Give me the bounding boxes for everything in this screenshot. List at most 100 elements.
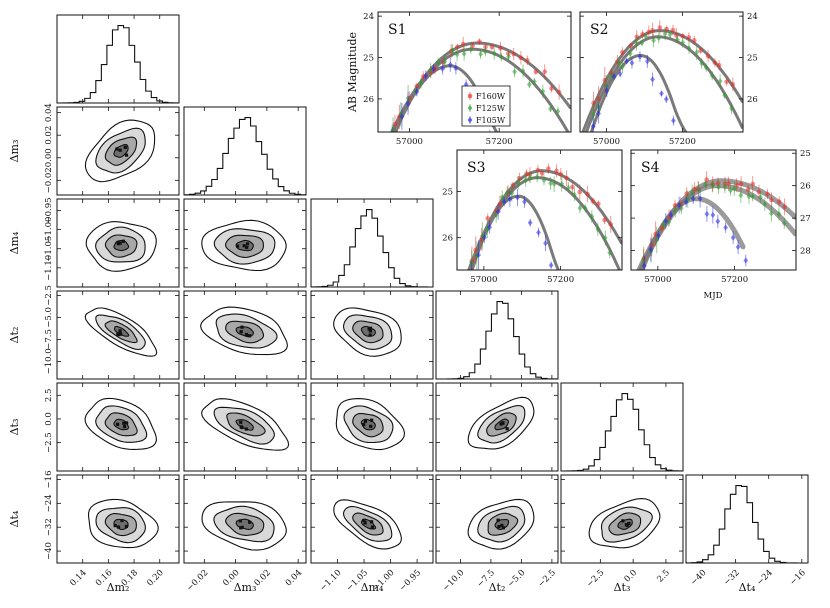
data-point-F105W bbox=[735, 244, 741, 251]
y-tick-label: 25 bbox=[800, 149, 811, 159]
data-point-F125W bbox=[729, 105, 734, 112]
panel-frame bbox=[56, 106, 180, 196]
data-point-F125W bbox=[666, 218, 672, 225]
y-tick-label: 24 bbox=[747, 12, 758, 22]
data-point-F105W bbox=[543, 240, 548, 247]
data-point-F105W bbox=[511, 162, 516, 168]
panel-content bbox=[588, 498, 661, 549]
data-point-F105W bbox=[663, 96, 669, 103]
data-point-F125W bbox=[551, 181, 557, 188]
data-point-F125W bbox=[491, 50, 497, 57]
data-point-F105W bbox=[390, 136, 395, 142]
panel-frame bbox=[56, 198, 180, 288]
y-axis-label: Δt₂ bbox=[8, 327, 21, 344]
corner-panel-dm3-dt2 bbox=[183, 290, 307, 380]
panel-frame bbox=[560, 474, 684, 564]
data-point-F125W bbox=[478, 51, 484, 58]
data-point-F125W bbox=[531, 78, 537, 85]
data-point-F125W bbox=[548, 105, 553, 112]
density-peak-marker bbox=[239, 330, 243, 334]
density-peak-marker bbox=[496, 518, 500, 522]
data-point-F105W bbox=[670, 117, 676, 124]
y-axis-label: Δt₄ bbox=[8, 510, 21, 527]
data-point-F125W bbox=[499, 194, 505, 201]
x-tick-label: −40 bbox=[689, 568, 709, 588]
data-point-F160W bbox=[585, 191, 590, 197]
x-tick-label: −0.95 bbox=[398, 568, 424, 594]
data-point-F125W bbox=[750, 193, 756, 200]
density-peak-marker bbox=[119, 332, 123, 336]
y-tick-label: −5.0 bbox=[44, 307, 54, 328]
lightcurve-panel-S3: S3 57000 57200 25 26 bbox=[442, 149, 623, 285]
legend-marker-F105W bbox=[467, 117, 473, 123]
x-tick-label: 2.5 bbox=[655, 568, 672, 585]
panel-content bbox=[686, 485, 808, 563]
data-point-F160W bbox=[738, 181, 744, 187]
panel-content bbox=[184, 117, 306, 195]
data-point-F160W bbox=[591, 100, 596, 106]
y-tick-label: 26 bbox=[442, 234, 453, 244]
data-point-F105W bbox=[704, 211, 710, 218]
data-point-F105W bbox=[414, 88, 420, 95]
density-peak-marker bbox=[370, 418, 374, 422]
data-point-F125W bbox=[461, 50, 467, 57]
x-tick-label: 57200 bbox=[669, 137, 696, 147]
data-point-F160W bbox=[750, 181, 756, 187]
density-peak-marker bbox=[362, 422, 366, 427]
data-point-F105W bbox=[648, 246, 654, 253]
y-tick-label: −40 bbox=[44, 542, 54, 560]
density-peak-marker bbox=[369, 520, 374, 524]
y-tick-label: 26 bbox=[747, 95, 758, 105]
panel-frame bbox=[56, 14, 180, 104]
data-point-F125W bbox=[526, 81, 532, 88]
data-point-F125W bbox=[634, 40, 639, 47]
panel-content bbox=[335, 398, 406, 451]
panel-frame bbox=[183, 106, 307, 196]
density-peak-marker bbox=[369, 424, 373, 428]
data-point-F125W bbox=[509, 189, 515, 196]
density-peak-marker bbox=[245, 245, 249, 250]
data-point-F160W bbox=[497, 201, 503, 207]
panel-content bbox=[561, 393, 683, 471]
x-tick-label: 0.14 bbox=[68, 568, 88, 588]
panel-content bbox=[467, 498, 535, 550]
data-point-F160W bbox=[577, 189, 583, 195]
density-peak-marker bbox=[121, 239, 125, 243]
density-peak-marker bbox=[370, 525, 374, 529]
corner-panel-dm4-dt3 bbox=[310, 382, 434, 472]
corner-panel-dm2-dm4: −1.10−1.05−1.00−0.95 Δm₄ bbox=[8, 197, 180, 288]
data-point-F125W bbox=[675, 36, 680, 43]
panel-frame bbox=[183, 474, 307, 564]
data-point-F160W bbox=[776, 199, 782, 204]
data-point-F160W bbox=[460, 41, 466, 47]
data-point-F125W bbox=[699, 60, 705, 67]
density-peak-marker bbox=[624, 523, 629, 527]
data-point-F160W bbox=[510, 182, 516, 188]
panel-frame bbox=[310, 474, 434, 564]
panel-content bbox=[311, 209, 433, 287]
data-point-F125W bbox=[716, 184, 721, 191]
density-peak-marker bbox=[362, 518, 366, 523]
data-point-F105W bbox=[399, 113, 405, 120]
y-tick-label: 26 bbox=[363, 95, 374, 105]
density-peak-marker bbox=[244, 333, 249, 337]
data-point-F160W bbox=[511, 51, 517, 57]
data-point-F125W bbox=[595, 226, 601, 233]
data-point-F125W bbox=[565, 184, 571, 191]
density-peak-marker bbox=[123, 145, 127, 149]
data-point-F125W bbox=[559, 180, 565, 187]
legend-marker-F160W bbox=[467, 93, 473, 99]
data-point-F125W bbox=[607, 249, 613, 256]
data-point-F125W bbox=[686, 45, 692, 52]
y-tick-label: −1.05 bbox=[44, 236, 54, 262]
density-peak-marker bbox=[116, 422, 120, 426]
data-point-F160W bbox=[570, 184, 575, 190]
density-peak-marker bbox=[363, 419, 368, 423]
data-point-F105W bbox=[522, 198, 527, 205]
data-point-F105W bbox=[683, 199, 689, 206]
y-tick-label: −7.5 bbox=[44, 329, 54, 350]
x-tick-label: 57200 bbox=[486, 137, 513, 147]
x-tick-label: 57000 bbox=[593, 137, 620, 147]
data-point-F125W bbox=[710, 182, 715, 189]
data-point-F125W bbox=[506, 53, 511, 60]
